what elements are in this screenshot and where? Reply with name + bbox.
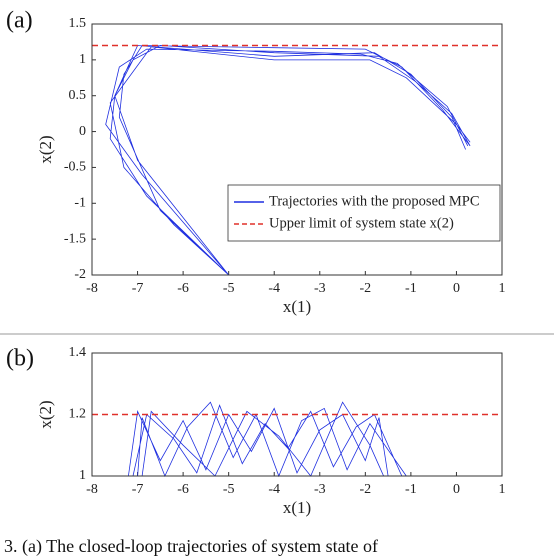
series-line xyxy=(105,45,471,276)
panel-label: (a) xyxy=(6,8,33,34)
x-tick-label: -2 xyxy=(359,281,371,296)
x-tick-label: -1 xyxy=(405,482,417,497)
x-tick-label: -8 xyxy=(86,281,98,296)
y-tick-label: 1 xyxy=(79,52,86,67)
x-tick-label: -5 xyxy=(223,482,235,497)
x-tick-label: -3 xyxy=(314,281,326,296)
x-tick-label: -1 xyxy=(405,281,417,296)
axes-frame xyxy=(91,352,503,477)
legend-label: Upper limit of system state x(2) xyxy=(269,215,454,231)
y-tick-label: -2 xyxy=(74,267,86,282)
y-axis-label: x(2) xyxy=(36,135,55,163)
x-tick-label: -4 xyxy=(268,482,280,497)
legend-box xyxy=(227,184,501,242)
x-tick-label: -7 xyxy=(132,482,144,497)
x-tick-label: -8 xyxy=(86,482,98,497)
y-tick-label: 1.5 xyxy=(69,16,87,31)
y-tick-label: 1.4 xyxy=(69,345,87,360)
x-tick-label: 1 xyxy=(499,281,506,296)
y-tick-label: -1.5 xyxy=(64,231,86,246)
y-tick-label: 0.5 xyxy=(69,88,87,103)
y-tick-label: 0 xyxy=(79,124,86,139)
x-tick-label: -2 xyxy=(359,482,371,497)
x-tick-label: -3 xyxy=(314,482,326,497)
x-tick-label: 0 xyxy=(453,281,460,296)
caption: 3. (a) The closed-loop trajectories of s… xyxy=(4,536,378,557)
axes-frame xyxy=(91,23,503,276)
y-tick-label: 1.2 xyxy=(69,407,87,422)
x-tick-label: -4 xyxy=(268,281,280,296)
x-tick-label: -6 xyxy=(177,281,189,296)
series-line xyxy=(128,401,407,478)
x-tick-label: -7 xyxy=(132,281,144,296)
x-axis-label: x(1) xyxy=(283,297,311,316)
y-tick-label: -0.5 xyxy=(64,160,86,175)
x-tick-label: 1 xyxy=(499,482,506,497)
panel-label: (b) xyxy=(6,346,34,372)
legend-label: Trajectories with the proposed MPC xyxy=(269,193,480,209)
x-tick-label: 0 xyxy=(453,482,460,497)
y-axis-label: x(2) xyxy=(36,400,55,428)
y-tick-label: -1 xyxy=(74,196,86,211)
x-tick-label: -5 xyxy=(223,281,235,296)
y-tick-label: 1 xyxy=(79,468,86,483)
x-axis-label: x(1) xyxy=(283,498,311,517)
x-tick-label: -6 xyxy=(177,482,189,497)
